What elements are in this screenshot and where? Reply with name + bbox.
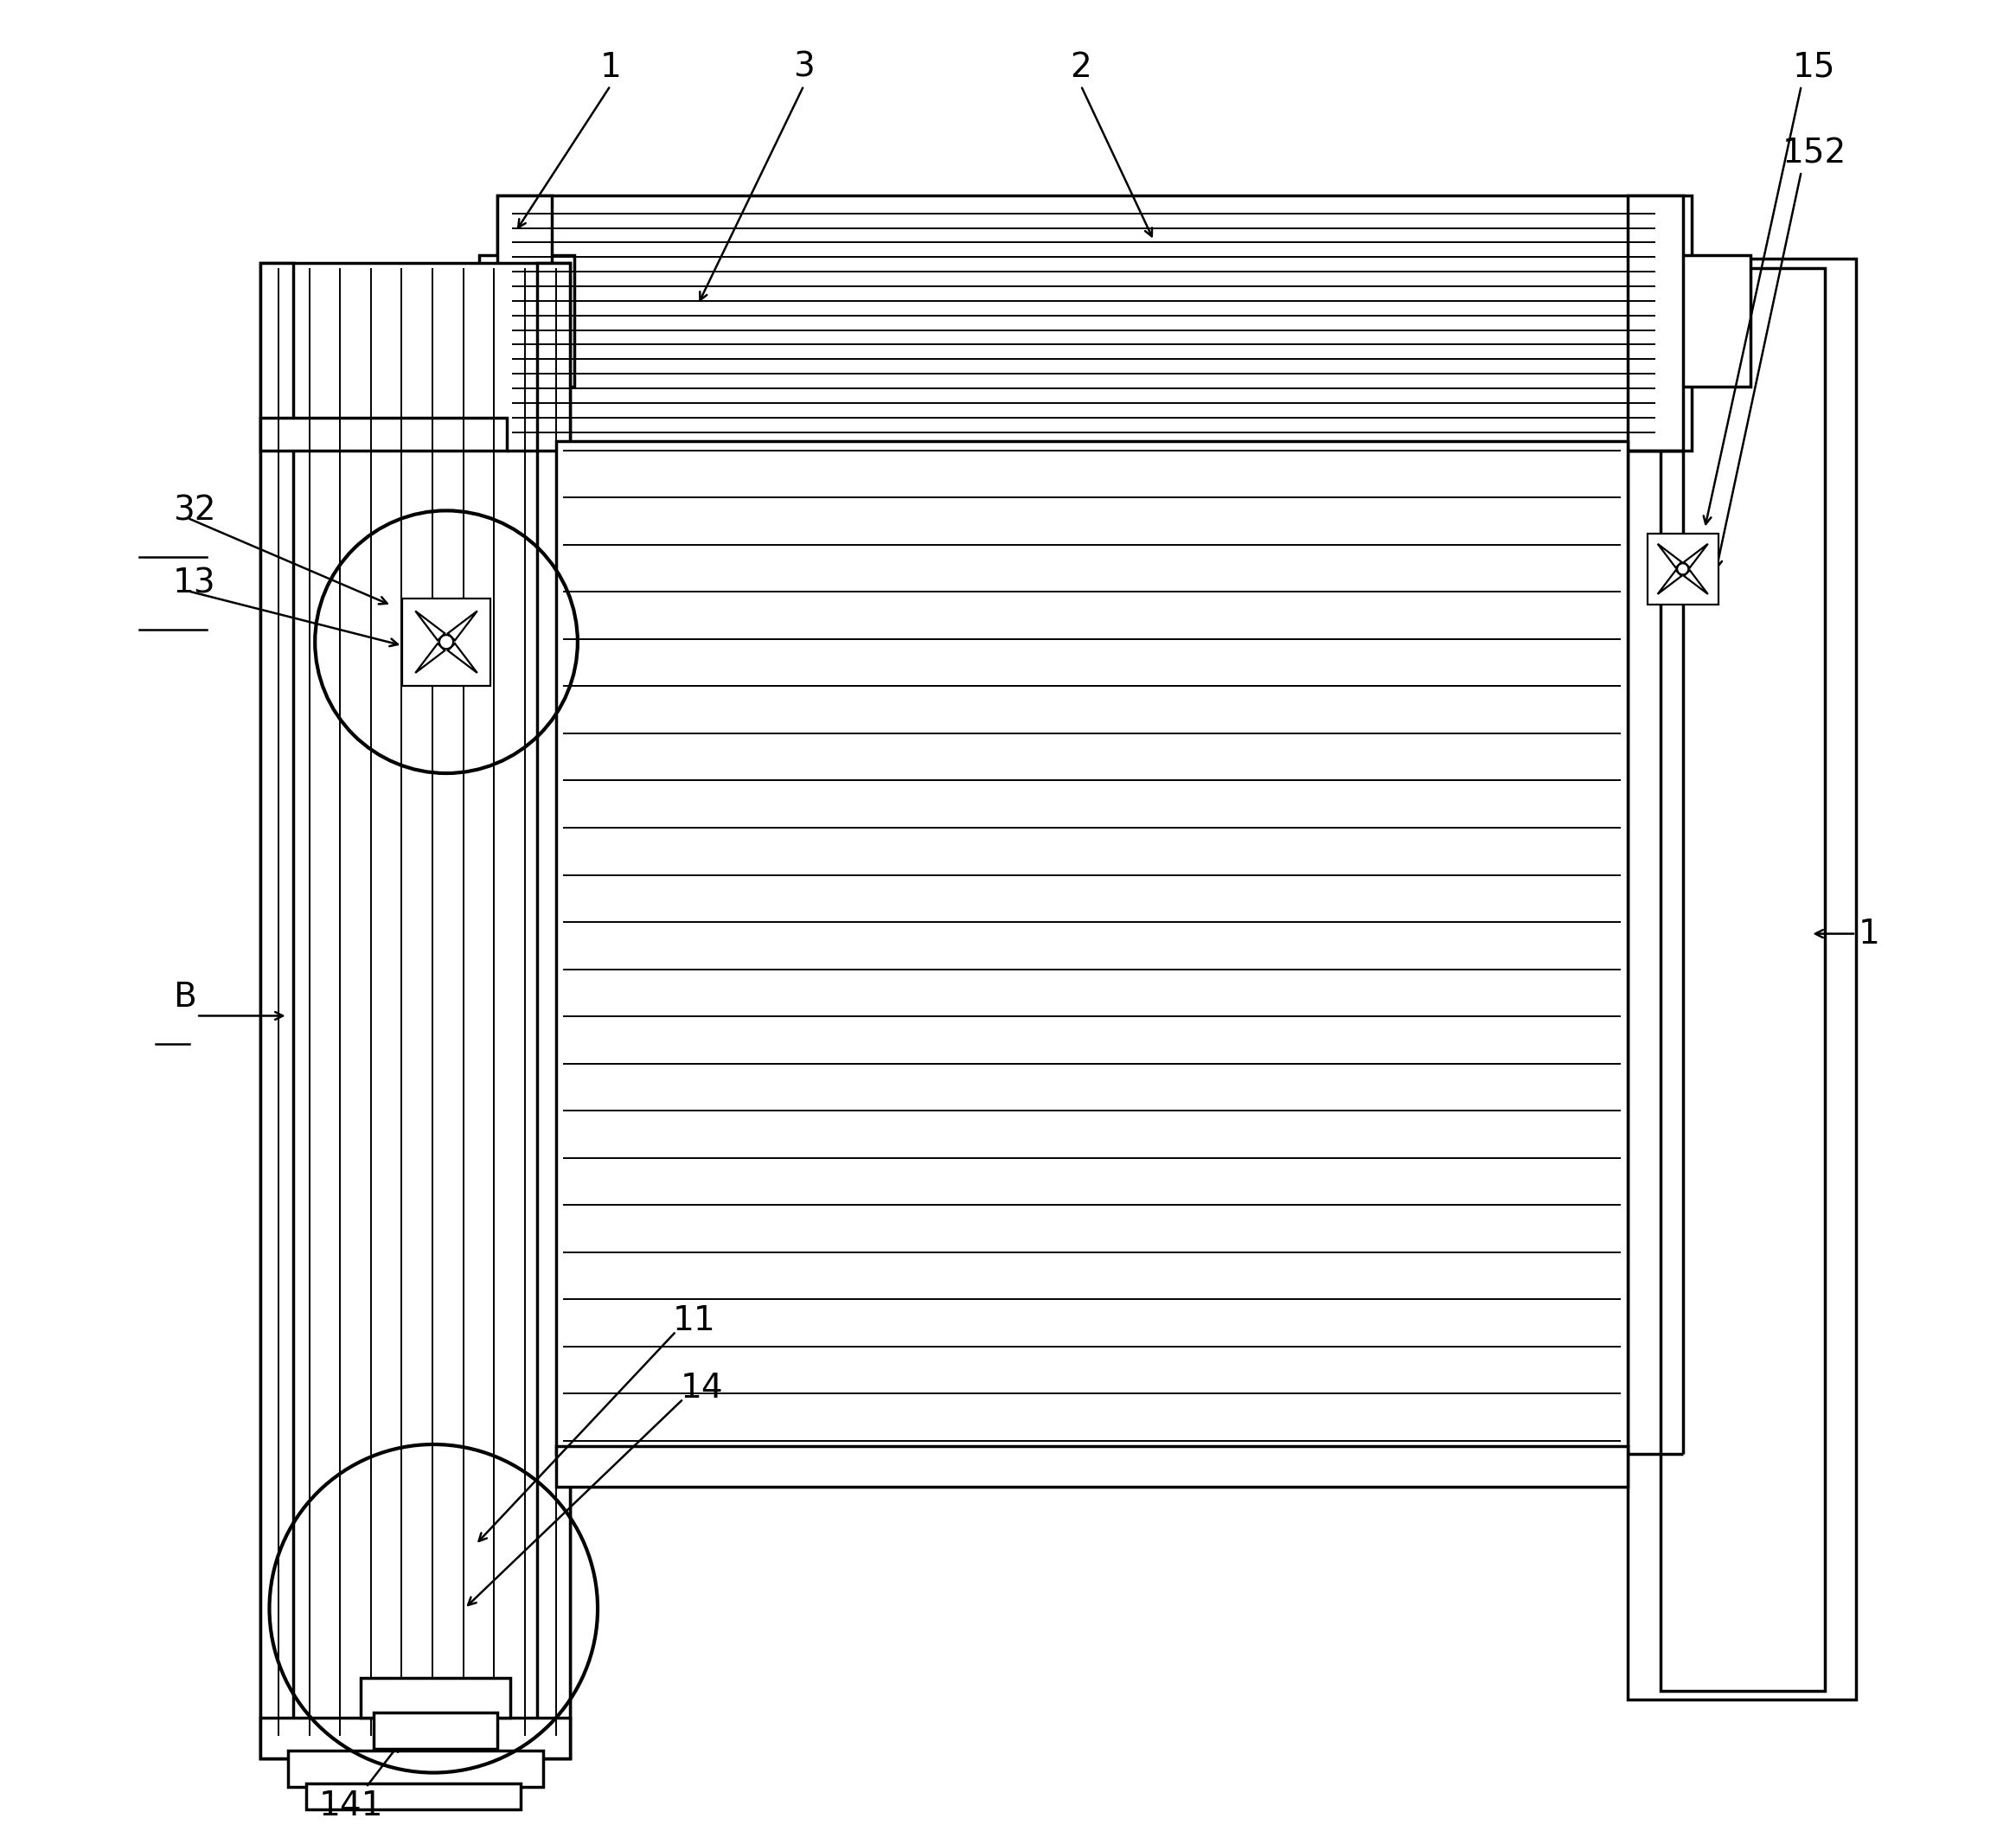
Text: 3: 3 bbox=[792, 51, 814, 84]
Text: 14: 14 bbox=[679, 1371, 724, 1404]
Text: 152: 152 bbox=[1782, 137, 1847, 170]
Bar bbox=[556, 1446, 1629, 1487]
Bar bbox=[1629, 258, 1857, 1699]
Bar bbox=[480, 255, 575, 386]
Text: 15: 15 bbox=[1792, 51, 1835, 84]
Bar bbox=[288, 1750, 542, 1787]
Text: B: B bbox=[173, 981, 196, 1014]
Text: 141: 141 bbox=[319, 1789, 383, 1822]
Bar bbox=[1629, 196, 1683, 450]
Bar bbox=[361, 1677, 510, 1717]
Bar bbox=[556, 441, 1629, 1454]
Bar bbox=[538, 262, 571, 1758]
Bar bbox=[306, 1783, 520, 1809]
Text: 1: 1 bbox=[1859, 917, 1879, 950]
Bar bbox=[260, 262, 292, 1758]
Text: 11: 11 bbox=[673, 1304, 716, 1337]
Text: 2: 2 bbox=[1070, 51, 1091, 84]
Bar bbox=[373, 1712, 498, 1749]
Bar bbox=[1647, 533, 1718, 604]
Bar bbox=[260, 262, 571, 1758]
Bar bbox=[260, 417, 506, 450]
Text: 32: 32 bbox=[173, 494, 216, 527]
Text: 1: 1 bbox=[599, 51, 621, 84]
Bar bbox=[498, 196, 552, 450]
Bar bbox=[260, 1717, 571, 1758]
Bar bbox=[498, 196, 1691, 450]
Text: 13: 13 bbox=[173, 568, 216, 601]
Bar bbox=[1655, 255, 1750, 386]
Bar bbox=[403, 599, 490, 685]
Bar bbox=[1661, 267, 1824, 1690]
